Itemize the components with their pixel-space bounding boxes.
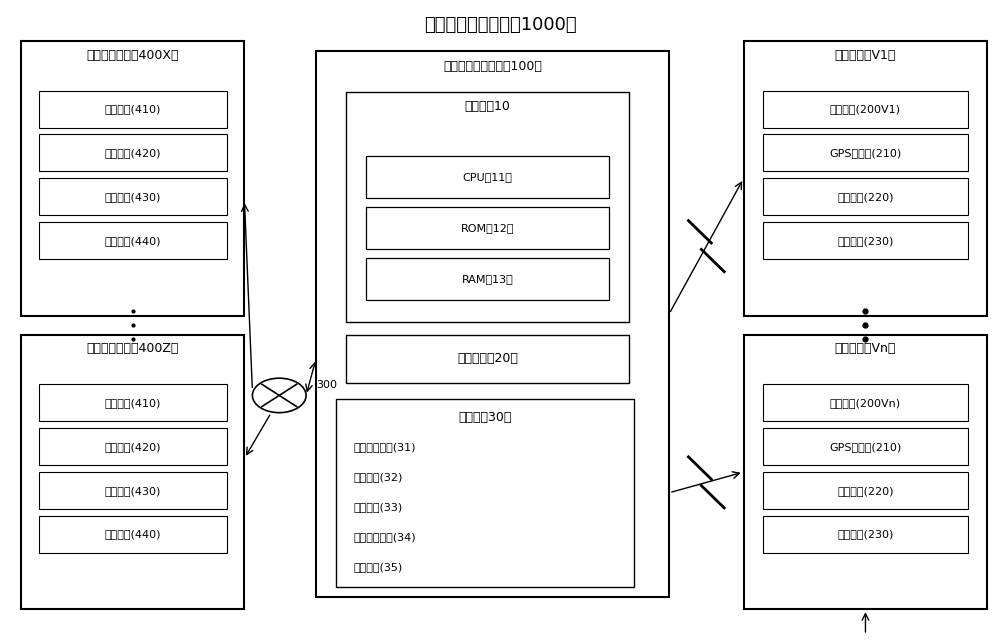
Text: 控制装置10: 控制装置10 [465, 100, 511, 113]
Bar [39, 91, 227, 128]
Text: 控制装置(440): 控制装置(440) [104, 236, 161, 246]
Text: 通信装置(420): 通信装置(420) [104, 442, 161, 451]
Text: 地图信息(35): 地图信息(35) [354, 562, 403, 572]
Text: 通信装置(220): 通信装置(220) [837, 192, 894, 202]
Bar [763, 178, 968, 215]
Text: 共享车辆（V1）: 共享车辆（V1） [835, 49, 896, 62]
Text: 通信装置(220): 通信装置(220) [837, 486, 894, 496]
Text: 输入装置(410): 输入装置(410) [104, 398, 161, 408]
Bar [763, 472, 968, 509]
Text: 站点信息(32): 站点信息(32) [354, 472, 403, 482]
Bar [39, 428, 227, 465]
Bar [39, 472, 227, 509]
Bar [763, 91, 968, 128]
Bar [744, 41, 987, 316]
Bar [763, 516, 968, 553]
Text: 用户终端装置（400X）: 用户终端装置（400X） [86, 49, 179, 62]
Bar [366, 258, 609, 299]
Text: GPS接收机(210): GPS接收机(210) [829, 442, 902, 451]
Bar [39, 178, 227, 215]
Bar [744, 335, 987, 609]
Text: GPS接收机(210): GPS接收机(210) [829, 148, 902, 158]
Text: 车载装置(200Vn): 车载装置(200Vn) [830, 398, 901, 408]
Bar [39, 384, 227, 421]
Text: 控制装置(230): 控制装置(230) [837, 529, 894, 540]
Bar [39, 516, 227, 553]
Text: 控制装置(230): 控制装置(230) [837, 236, 894, 246]
Bar [21, 335, 244, 609]
Bar [316, 51, 669, 596]
Text: 共享车辆（Vn）: 共享车辆（Vn） [835, 343, 896, 355]
Text: 利用预约(33): 利用预约(33) [354, 502, 403, 512]
Bar [366, 207, 609, 249]
Text: 300: 300 [316, 380, 337, 390]
Bar [346, 335, 629, 383]
Bar [366, 156, 609, 198]
Text: 显示装置(430): 显示装置(430) [104, 192, 161, 202]
Text: 通信装置（20）: 通信装置（20） [457, 352, 518, 365]
Bar [763, 428, 968, 465]
Text: 车载装置(200V1): 车载装置(200V1) [830, 104, 901, 114]
Bar [763, 135, 968, 171]
Text: 输入装置(410): 输入装置(410) [104, 104, 161, 114]
Text: 用户终端装置（400Z）: 用户终端装置（400Z） [86, 343, 179, 355]
Text: RAM（13）: RAM（13） [462, 274, 513, 284]
Bar [39, 135, 227, 171]
Bar [763, 384, 968, 421]
Text: 显示装置(430): 显示装置(430) [104, 486, 161, 496]
Text: 共享车辆管理系统（1000）: 共享车辆管理系统（1000） [424, 16, 576, 34]
Text: ROM（12）: ROM（12） [461, 223, 514, 233]
Text: CPU（11）: CPU（11） [463, 172, 513, 182]
Text: 利用实际情况(34): 利用实际情况(34) [354, 532, 416, 542]
Text: 通信装置(420): 通信装置(420) [104, 148, 161, 158]
Bar [346, 92, 629, 322]
Bar [21, 41, 244, 316]
Bar [336, 399, 634, 587]
Bar [39, 222, 227, 260]
Bar [763, 222, 968, 260]
Text: 共享车辆信息(31): 共享车辆信息(31) [354, 442, 416, 452]
Text: 数据库（30）: 数据库（30） [458, 412, 512, 424]
Text: 共享车辆管理装置（100）: 共享车辆管理装置（100） [443, 60, 542, 73]
Text: 控制装置(440): 控制装置(440) [104, 529, 161, 540]
